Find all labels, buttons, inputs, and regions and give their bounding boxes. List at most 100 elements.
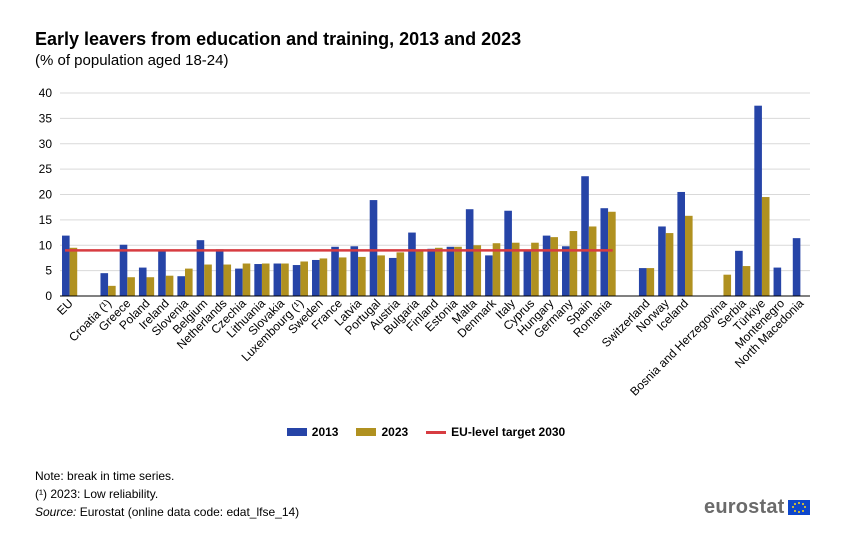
bar-2023 xyxy=(685,215,693,296)
bar-2013 xyxy=(485,255,493,296)
bar-2023 xyxy=(550,237,558,296)
note-source: Source: Eurostat (online data code: edat… xyxy=(35,503,299,521)
bar-2013 xyxy=(427,248,435,296)
bar-2023 xyxy=(435,247,443,296)
bar-2013 xyxy=(388,257,397,296)
note-footnote: (¹) 2023: Low reliability. xyxy=(35,487,159,501)
bar-2013 xyxy=(677,191,685,296)
chart-title: Early leavers from education and trainin… xyxy=(35,29,522,49)
bar-2023 xyxy=(204,264,212,296)
bar-2023 xyxy=(531,242,539,296)
chart-notes: Note: break in time series. (¹) 2023: Lo… xyxy=(35,467,299,521)
legend-label-2023: 2023 xyxy=(381,425,409,439)
bar-2023 xyxy=(165,275,174,296)
bar-2023 xyxy=(319,258,328,296)
bar-2013 xyxy=(235,268,243,296)
source-label: Source: xyxy=(35,505,77,519)
bar-2013 xyxy=(100,273,109,296)
bar-2023 xyxy=(185,268,193,296)
x-tick-label: EU xyxy=(54,296,76,318)
y-tick-label: 5 xyxy=(45,264,52,278)
bar-2013 xyxy=(331,246,339,296)
y-tick-label: 10 xyxy=(39,238,53,252)
legend-label-target: EU-level target 2030 xyxy=(451,425,566,439)
bar-2023 xyxy=(588,226,597,296)
eurostat-logo: eurostat xyxy=(704,496,810,519)
y-tick-label: 30 xyxy=(39,137,53,151)
bar-2023 xyxy=(281,263,289,296)
legend-swatch-2013 xyxy=(286,428,307,436)
legend-swatch-2023 xyxy=(356,428,377,436)
y-tick-label: 15 xyxy=(39,213,53,227)
chart-subtitle: (% of population aged 18-24) xyxy=(35,52,229,69)
bar-2013 xyxy=(292,265,301,296)
y-tick-label: 0 xyxy=(45,289,52,303)
bar-2013 xyxy=(446,246,455,296)
bar-2023 xyxy=(665,233,674,296)
bar-2013 xyxy=(350,246,359,296)
bar-2023 xyxy=(108,285,116,296)
bar-2013 xyxy=(158,250,166,296)
bar-2023 xyxy=(338,257,347,296)
y-tick-label: 35 xyxy=(39,111,53,125)
bar-2023 xyxy=(300,261,308,296)
y-tick-label: 25 xyxy=(39,162,53,176)
bar-2013 xyxy=(562,246,570,296)
legend-swatch-target xyxy=(426,430,447,434)
bar-2013 xyxy=(792,238,801,296)
bar-2013 xyxy=(369,200,378,296)
bar-2023 xyxy=(492,243,501,296)
source-text: Eurostat (online data code: edat_lfse_14… xyxy=(76,505,300,519)
bar-2013 xyxy=(542,235,551,296)
bar-2013 xyxy=(735,250,743,296)
bar-2023 xyxy=(261,263,270,296)
logo-text: eurostat xyxy=(704,496,785,518)
bar-2023 xyxy=(146,277,155,296)
bar-2013 xyxy=(138,267,147,296)
bar-2013 xyxy=(638,268,647,296)
legend-item-2023: 2023 xyxy=(356,425,408,439)
bar-2013 xyxy=(408,232,416,296)
bar-2013 xyxy=(177,276,185,296)
bar-2013 xyxy=(196,240,205,296)
bar-2013 xyxy=(754,105,762,296)
bar-2023 xyxy=(742,266,751,296)
bar-2023 xyxy=(608,211,616,296)
bar-2023 xyxy=(396,252,405,296)
bar-2013 xyxy=(465,209,474,296)
legend-item-2013: 2013 xyxy=(286,425,339,439)
bar-2023 xyxy=(223,264,232,296)
bar-2013 xyxy=(600,208,609,296)
bar-2023 xyxy=(761,197,770,296)
bar-2013 xyxy=(312,259,320,296)
bar-2023 xyxy=(723,274,732,296)
bar-2013 xyxy=(273,263,282,296)
bar-2013 xyxy=(119,244,128,296)
bar-2023 xyxy=(473,245,482,296)
bar-2013 xyxy=(504,210,512,296)
bar-2023 xyxy=(511,242,520,296)
note-break: Note: break in time series. xyxy=(35,469,175,483)
bar-2023 xyxy=(377,255,385,296)
chart-legend: 2013 2023 EU-level target 2030 xyxy=(0,425,852,439)
y-tick-label: 20 xyxy=(39,188,53,202)
legend-label-2013: 2013 xyxy=(311,425,339,439)
bar-2023 xyxy=(415,249,424,296)
bar-2013 xyxy=(658,226,666,296)
bar-2023 xyxy=(242,263,251,296)
bar-2023 xyxy=(358,256,366,296)
bar-2013 xyxy=(581,176,589,296)
bar-2023 xyxy=(646,268,655,296)
bar-2023 xyxy=(454,246,462,296)
bar-2013 xyxy=(215,249,224,296)
bar-2013 xyxy=(254,264,262,296)
bar-2013 xyxy=(523,249,532,296)
bar-2023 xyxy=(69,247,78,296)
bar-2023 xyxy=(569,231,578,296)
bar-2013 xyxy=(62,235,70,296)
bar-2013 xyxy=(773,267,782,296)
bar-2023 xyxy=(127,277,135,296)
y-tick-label: 40 xyxy=(39,86,53,100)
legend-item-target: EU-level target 2030 xyxy=(426,425,565,439)
